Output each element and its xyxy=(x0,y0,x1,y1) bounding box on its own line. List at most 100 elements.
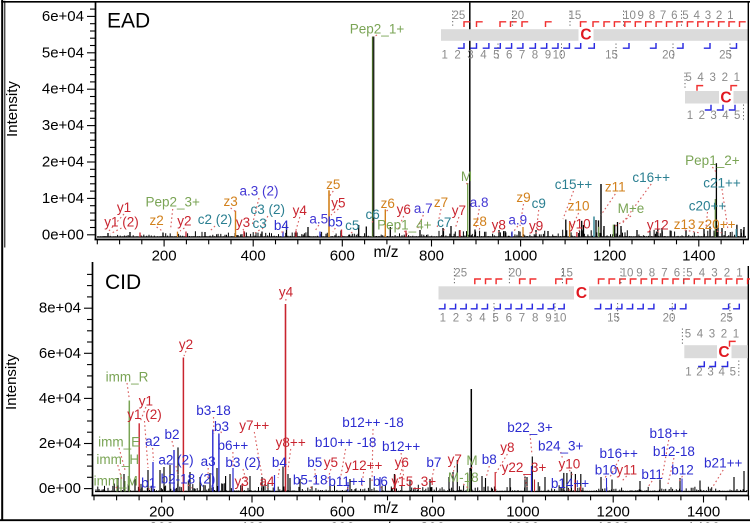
svg-text:600: 600 xyxy=(330,504,355,521)
svg-text:b16++: b16++ xyxy=(600,446,638,461)
svg-text:z9: z9 xyxy=(516,190,530,205)
svg-text:5: 5 xyxy=(682,10,688,22)
svg-text:CID: CID xyxy=(105,271,141,294)
svg-text:b3 (2): b3 (2) xyxy=(225,455,260,470)
svg-text:y7: y7 xyxy=(448,452,462,467)
svg-text:a.7: a.7 xyxy=(414,201,433,216)
svg-text:800: 800 xyxy=(420,504,445,521)
svg-text:y4: y4 xyxy=(279,285,294,300)
svg-text:2: 2 xyxy=(453,313,459,325)
svg-text:15: 15 xyxy=(607,313,620,325)
svg-text:M+e: M+e xyxy=(618,201,645,216)
svg-text:20: 20 xyxy=(509,268,522,280)
svg-text:y2: y2 xyxy=(179,337,193,352)
svg-text:10: 10 xyxy=(623,10,636,22)
svg-text:a4: a4 xyxy=(259,474,275,489)
svg-text:2: 2 xyxy=(699,110,705,122)
svg-text:c6: c6 xyxy=(365,207,379,222)
svg-text:4: 4 xyxy=(693,10,700,22)
svg-text:C: C xyxy=(718,344,729,361)
svg-text:b22_3+: b22_3+ xyxy=(507,420,553,435)
svg-text:b6++: b6++ xyxy=(218,438,249,453)
svg-text:b24_3+: b24_3+ xyxy=(538,439,584,454)
svg-text:1000: 1000 xyxy=(504,248,537,265)
svg-text:5e+04: 5e+04 xyxy=(42,44,84,61)
svg-text:10: 10 xyxy=(553,50,566,62)
svg-text:b4: b4 xyxy=(274,218,290,233)
svg-text:b11++: b11++ xyxy=(328,474,365,489)
svg-text:z5: z5 xyxy=(326,177,340,192)
svg-text:Pep2_1+: Pep2_1+ xyxy=(350,22,405,37)
svg-text:b6: b6 xyxy=(373,474,388,489)
svg-text:8: 8 xyxy=(649,268,655,280)
svg-text:y1: y1 xyxy=(117,200,131,215)
svg-text:400: 400 xyxy=(239,519,264,523)
svg-text:m/z: m/z xyxy=(374,519,398,523)
svg-text:y5: y5 xyxy=(331,195,345,210)
svg-text:a.3 (2): a.3 (2) xyxy=(239,184,278,199)
svg-text:8: 8 xyxy=(532,50,538,62)
svg-text:z2: z2 xyxy=(149,213,163,228)
svg-text:3: 3 xyxy=(707,367,713,379)
svg-text:2: 2 xyxy=(724,268,730,280)
svg-text:y8: y8 xyxy=(500,440,514,455)
svg-text:c5: c5 xyxy=(345,218,359,233)
svg-text:b8: b8 xyxy=(482,452,497,467)
svg-text:M: M xyxy=(466,453,477,468)
svg-text:z7: z7 xyxy=(434,195,448,210)
svg-text:7: 7 xyxy=(661,268,667,280)
svg-text:y7++: y7++ xyxy=(239,418,269,433)
svg-text:EAD: EAD xyxy=(107,10,150,33)
svg-text:c21++: c21++ xyxy=(703,176,741,191)
svg-text:15: 15 xyxy=(560,268,573,280)
svg-text:1000: 1000 xyxy=(506,519,539,523)
svg-text:7: 7 xyxy=(519,313,525,325)
svg-text:c2 (2): c2 (2) xyxy=(198,212,233,227)
svg-text:c16++: c16++ xyxy=(632,170,670,185)
svg-text:b5: b5 xyxy=(307,455,322,470)
svg-text:y1 (2): y1 (2) xyxy=(104,215,139,230)
svg-text:b10++ -18: b10++ -18 xyxy=(315,435,377,450)
svg-text:1: 1 xyxy=(685,367,691,379)
svg-text:z13: z13 xyxy=(674,217,696,232)
svg-text:3: 3 xyxy=(709,72,715,84)
svg-text:1: 1 xyxy=(440,313,446,325)
svg-text:y10: y10 xyxy=(559,457,581,472)
svg-text:9: 9 xyxy=(545,50,551,62)
svg-text:c20++: c20++ xyxy=(689,198,727,213)
svg-text:y15_3+: y15_3+ xyxy=(391,474,436,489)
svg-text:4: 4 xyxy=(697,72,704,84)
svg-text:800: 800 xyxy=(419,248,444,265)
svg-text:6e+04: 6e+04 xyxy=(39,345,81,362)
svg-text:9: 9 xyxy=(636,268,642,280)
svg-text:200: 200 xyxy=(149,504,174,521)
svg-text:4: 4 xyxy=(718,367,725,379)
svg-text:imm_R: imm_R xyxy=(106,370,149,385)
svg-text:3: 3 xyxy=(467,50,473,62)
svg-text:25: 25 xyxy=(719,50,732,62)
svg-text:b18++: b18++ xyxy=(650,426,688,441)
svg-text:5: 5 xyxy=(730,367,736,379)
svg-text:3e+04: 3e+04 xyxy=(42,117,84,134)
svg-text:C: C xyxy=(720,90,731,107)
svg-text:z8: z8 xyxy=(473,214,487,229)
svg-text:6e+04: 6e+04 xyxy=(42,8,84,25)
svg-text:b12-18: b12-18 xyxy=(653,444,695,459)
svg-text:1200: 1200 xyxy=(593,248,626,265)
svg-text:b1: b1 xyxy=(141,475,156,490)
svg-text:m/z: m/z xyxy=(374,244,399,261)
svg-text:y7: y7 xyxy=(452,203,466,218)
svg-text:a3: a3 xyxy=(201,454,216,469)
svg-text:4e+04: 4e+04 xyxy=(42,81,84,98)
svg-text:3: 3 xyxy=(466,313,472,325)
svg-text:b3: b3 xyxy=(214,419,229,434)
svg-text:20: 20 xyxy=(511,10,524,22)
svg-text:1200: 1200 xyxy=(597,504,630,521)
svg-text:15: 15 xyxy=(605,50,618,62)
svg-text:c3 (2): c3 (2) xyxy=(251,202,286,217)
svg-text:5: 5 xyxy=(493,50,499,62)
svg-text:1400: 1400 xyxy=(687,519,720,523)
svg-text:y22_3+: y22_3+ xyxy=(502,460,547,475)
svg-text:y6: y6 xyxy=(395,455,409,470)
svg-text:2e+04: 2e+04 xyxy=(42,154,84,171)
